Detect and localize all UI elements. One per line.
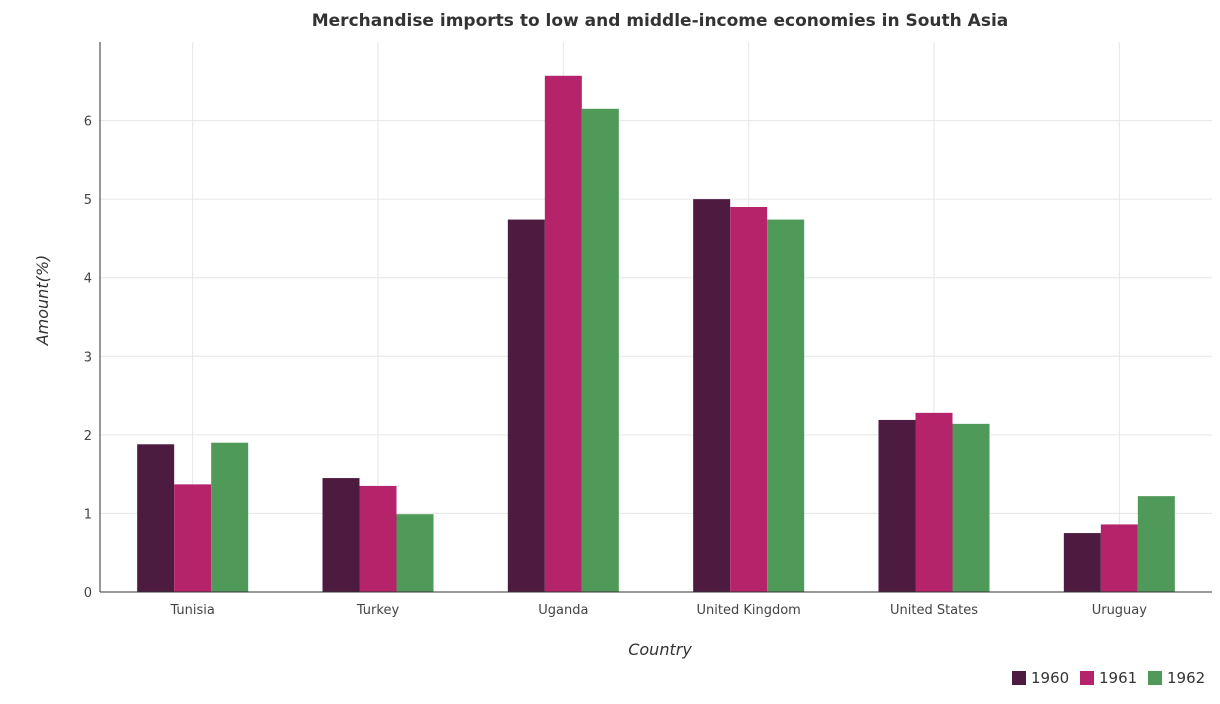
x-tick-label: United Kingdom	[696, 603, 800, 618]
x-axis-label: Country	[628, 640, 692, 659]
x-tick-label: Uganda	[538, 603, 588, 618]
legend: 1960 1961 1962	[1012, 669, 1205, 687]
bar-1961-uruguay	[1100, 524, 1138, 592]
bar-1962-uruguay	[1137, 496, 1175, 592]
legend-swatch-1961	[1080, 671, 1094, 685]
bar-1960-uruguay	[1063, 533, 1101, 592]
bar-1960-tunisia	[137, 444, 175, 592]
bar-1960-united-kingdom	[693, 199, 731, 592]
bar-1961-united-states	[915, 412, 953, 592]
y-tick-label: 2	[84, 429, 92, 444]
bar-1962-united-kingdom	[767, 219, 805, 593]
bar-1962-united-states	[952, 423, 990, 592]
bar-1962-tunisia	[211, 442, 249, 592]
y-tick-label: 3	[84, 350, 92, 365]
y-tick-label: 4	[84, 272, 92, 287]
legend-label-1960: 1960	[1031, 669, 1069, 687]
legend-label-1962: 1962	[1167, 669, 1205, 687]
y-tick-label: 6	[84, 115, 92, 130]
y-tick-label: 1	[84, 507, 92, 522]
bar-1960-united-states	[878, 419, 916, 592]
bar-1962-uganda	[581, 108, 619, 593]
y-axis-label: Amount(%)	[33, 255, 52, 347]
bar-1961-turkey	[359, 485, 397, 592]
axes: 0 1 2 3 4 5 6 Tunisia Turkey Uganda United Kingdom…	[84, 42, 1212, 618]
x-tick-label: Uruguay	[1092, 603, 1148, 618]
legend-label-1961: 1961	[1099, 669, 1137, 687]
bar-1960-turkey	[322, 478, 360, 592]
chart-title: Merchandise imports to low and middle-in…	[312, 11, 1009, 31]
y-tick-label: 5	[84, 193, 92, 208]
bars	[137, 75, 1175, 593]
x-tick-label: Turkey	[356, 603, 400, 618]
legend-swatch-1962	[1148, 671, 1162, 685]
y-tick-label: 0	[84, 586, 92, 601]
bar-1962-turkey	[396, 514, 434, 592]
x-tick-label: United States	[890, 603, 978, 618]
bar-1960-uganda	[507, 219, 545, 593]
legend-swatch-1960	[1012, 671, 1026, 685]
bar-1961-united-kingdom	[730, 207, 768, 592]
bar-1961-uganda	[544, 75, 582, 593]
bar-1961-tunisia	[174, 484, 212, 592]
x-tick-label: Tunisia	[169, 603, 214, 618]
